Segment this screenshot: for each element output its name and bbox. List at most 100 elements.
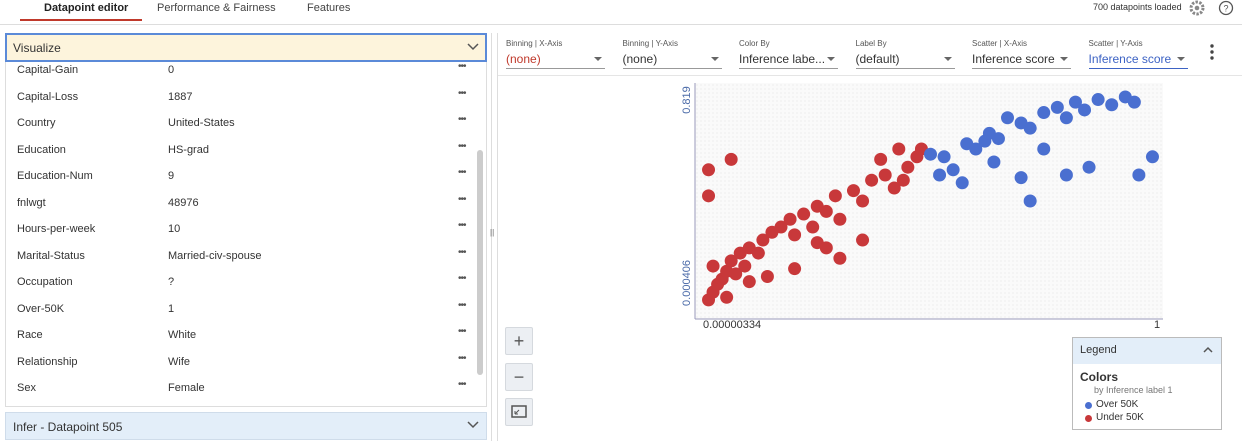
data-point	[742, 275, 756, 289]
data-point	[819, 241, 833, 255]
data-point	[991, 132, 1005, 146]
tab[interactable]: Performance & Fairness	[157, 2, 276, 14]
feature-list: Capital-Gain 0 ••• Capital-Loss 1887 ••• Count…	[5, 62, 487, 406]
legend-swatch	[1085, 415, 1092, 422]
zoom-out[interactable]: −	[505, 363, 533, 391]
feature-name: Race	[17, 329, 43, 341]
dropdown-value[interactable]: Inference labe...	[739, 52, 826, 66]
more-menu[interactable]	[1206, 42, 1218, 62]
legend-title: Legend	[1080, 344, 1117, 356]
feature-menu[interactable]: •••	[458, 299, 466, 311]
feature-menu[interactable]: •••	[458, 140, 466, 152]
feature-name: Occupation	[17, 276, 73, 288]
dropdown-value[interactable]: (default)	[855, 52, 900, 66]
feature-value: Married-civ-spouse	[168, 249, 262, 262]
legend-header[interactable]	[1073, 338, 1221, 364]
feature-menu[interactable]: •••	[458, 62, 466, 72]
feature-menu[interactable]: •••	[458, 379, 466, 390]
dropdown-underline	[506, 68, 605, 69]
dropdown-underline	[1088, 68, 1188, 69]
data-point	[783, 212, 797, 226]
feature-menu[interactable]: •••	[458, 352, 466, 364]
infer-header[interactable]	[5, 412, 487, 440]
feature-menu[interactable]: •••	[458, 193, 466, 205]
data-point	[933, 168, 947, 182]
infer-title: Infer - Datapoint 505	[13, 420, 123, 434]
feature-menu[interactable]: •••	[458, 220, 466, 231]
settings-icon[interactable]	[1187, 0, 1207, 16]
help-icon[interactable]: ?	[1217, 0, 1235, 16]
data-point	[1050, 100, 1064, 114]
feature-menu[interactable]: •••	[458, 273, 466, 284]
svg-text:?: ?	[1223, 4, 1228, 14]
tab[interactable]: Features	[307, 2, 351, 14]
feature-value: 48976	[168, 196, 199, 209]
legend-collapse[interactable]	[1202, 345, 1214, 355]
dropdown-value[interactable]: (none)	[622, 52, 658, 66]
data-point	[788, 262, 802, 276]
data-point	[1082, 160, 1096, 174]
visualize-title: Visualize	[13, 41, 61, 55]
feature-menu[interactable]: •••	[458, 326, 466, 337]
dropdown-underline	[972, 68, 1071, 69]
data-point	[896, 173, 910, 187]
feature-value: 0	[168, 64, 175, 76]
data-point	[1059, 168, 1073, 182]
dropdown-arrow[interactable]	[827, 57, 835, 61]
data-point	[1001, 111, 1015, 125]
x-axis-label: 0.00000334	[703, 319, 761, 331]
feature-menu[interactable]: •••	[458, 167, 466, 178]
feature-value: 1887	[168, 90, 193, 103]
dropdown-value[interactable]: (none)	[506, 52, 541, 66]
feature-menu[interactable]: •••	[458, 87, 466, 99]
tab[interactable]: Datapoint editor	[44, 2, 129, 14]
data-point	[828, 189, 842, 203]
data-point	[720, 290, 734, 304]
feature-value: ?	[168, 276, 175, 288]
data-point	[797, 207, 811, 221]
visualize-header[interactable]	[5, 33, 487, 62]
collapse-icon[interactable]	[466, 40, 480, 52]
dropdown-value[interactable]: Inference score	[972, 52, 1055, 66]
status: 700 datapoints loaded	[1093, 2, 1182, 12]
data-point	[729, 267, 743, 281]
expand-icon[interactable]	[466, 418, 480, 430]
feature-name: Education-Num	[17, 170, 93, 182]
dropdown-underline	[739, 68, 838, 69]
legend-heading: Colors	[1080, 370, 1119, 384]
feature-name: Country	[17, 117, 56, 129]
data-point	[1078, 103, 1092, 117]
dropdown-arrow[interactable]	[1060, 57, 1068, 61]
data-point	[874, 152, 888, 166]
feature-value: Female	[168, 382, 205, 394]
dropdown-arrow[interactable]	[943, 57, 952, 61]
data-point	[955, 176, 969, 190]
zoom-in[interactable]: +	[505, 327, 533, 355]
fit-view[interactable]	[505, 398, 533, 426]
feature-name: Capital-Gain	[17, 64, 79, 76]
legend-swatch	[1085, 402, 1092, 409]
data-point	[760, 269, 774, 283]
feature-name: Relationship	[17, 355, 78, 368]
y-axis-label: 0.000406	[681, 260, 693, 306]
legend-label: Over 50K	[1096, 399, 1139, 410]
feature-menu[interactable]: •••	[458, 246, 466, 258]
divider	[497, 33, 498, 441]
dropdown-arrow[interactable]	[594, 57, 602, 61]
feature-name: Capital-Loss	[17, 90, 79, 103]
feature-value: 1	[168, 302, 175, 315]
feature-name: Marital-Status	[17, 249, 85, 262]
scrollbar[interactable]	[477, 150, 483, 375]
feature-menu[interactable]: •••	[458, 114, 466, 125]
dropdown-value[interactable]: Inference score	[1088, 52, 1172, 66]
dropdown-arrow[interactable]	[1176, 57, 1185, 61]
data-point	[1023, 121, 1037, 135]
data-point	[1127, 95, 1141, 109]
data-point	[702, 163, 716, 177]
data-point	[1068, 95, 1082, 109]
data-point	[724, 254, 738, 268]
dropdown-arrow[interactable]	[710, 57, 719, 61]
divider-handle[interactable]: ||	[490, 228, 495, 237]
